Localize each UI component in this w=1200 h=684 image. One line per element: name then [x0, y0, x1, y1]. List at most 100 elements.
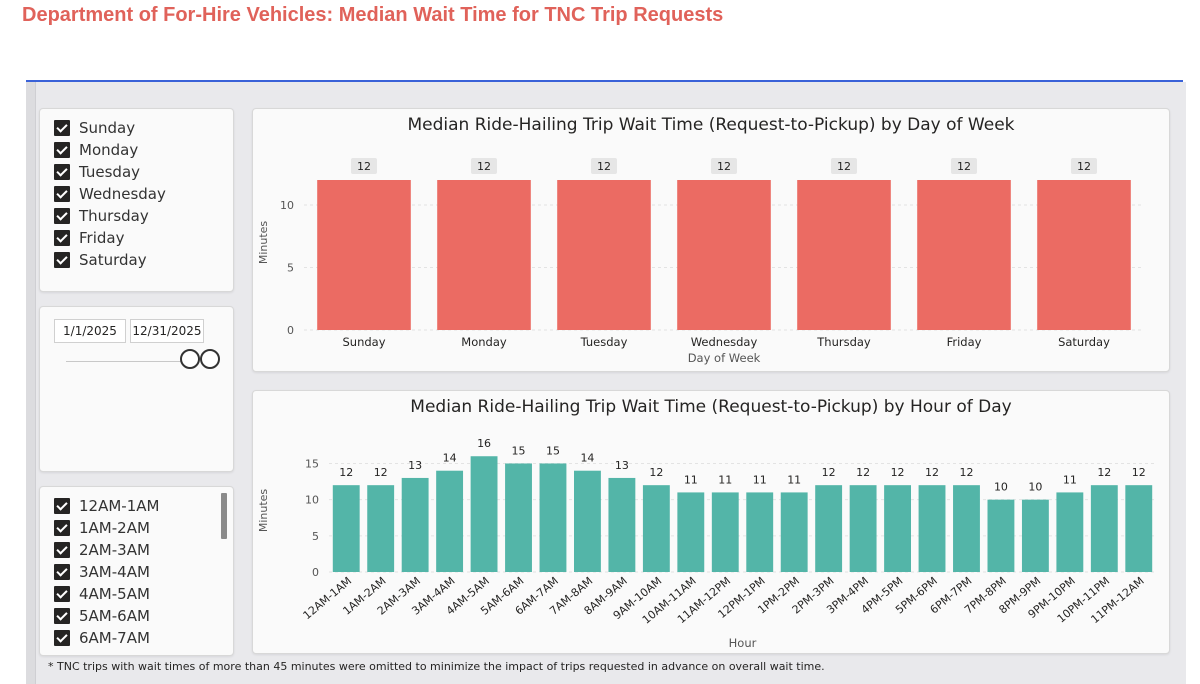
- x-tick-label: Saturday: [1058, 335, 1110, 349]
- date-slider-end-handle[interactable]: [200, 349, 220, 369]
- data-label: 12: [957, 160, 971, 173]
- bar[interactable]: [917, 180, 1011, 330]
- bar[interactable]: [557, 180, 651, 330]
- bar[interactable]: [711, 492, 739, 572]
- y-axis-title: Minutes: [257, 221, 270, 265]
- data-label-background: [351, 158, 377, 174]
- day-slicer-option-label: Thursday: [79, 207, 149, 225]
- data-label-background: [471, 158, 497, 174]
- bar[interactable]: [608, 477, 636, 572]
- bar[interactable]: [987, 499, 1015, 572]
- header-divider: [26, 80, 1183, 82]
- checkbox-checked-icon[interactable]: [54, 542, 70, 558]
- hour-slicer-scrollbar[interactable]: [221, 493, 227, 539]
- checkbox-checked-icon[interactable]: [54, 498, 70, 514]
- checkbox-checked-icon[interactable]: [54, 230, 70, 246]
- data-label-background: [951, 158, 977, 174]
- checkbox-checked-icon[interactable]: [54, 630, 70, 646]
- day-slicer-option[interactable]: Saturday: [54, 249, 166, 271]
- bar[interactable]: [677, 492, 705, 572]
- bar[interactable]: [437, 180, 531, 330]
- checkbox-checked-icon[interactable]: [54, 252, 70, 268]
- bar[interactable]: [367, 485, 395, 572]
- bar[interactable]: [539, 463, 567, 572]
- checkbox-checked-icon[interactable]: [54, 186, 70, 202]
- date-slider-track[interactable]: [66, 361, 198, 362]
- date-slider-start-handle[interactable]: [180, 349, 200, 369]
- data-label: 15: [512, 444, 526, 457]
- data-label: 16: [477, 437, 491, 450]
- checkbox-checked-icon[interactable]: [54, 208, 70, 224]
- data-label: 12: [1097, 466, 1111, 479]
- bar[interactable]: [573, 470, 601, 572]
- y-tick-label: 0: [287, 324, 294, 337]
- bar[interactable]: [918, 485, 946, 572]
- bar[interactable]: [746, 492, 774, 572]
- day-slicer-option[interactable]: Sunday: [54, 117, 166, 139]
- checkbox-checked-icon[interactable]: [54, 520, 70, 536]
- hour-list: 12AM-1AM 1AM-2AM 2AM-3AM 3AM-4AM 4AM-5AM 5AM-…: [54, 495, 159, 649]
- day-slicer-option[interactable]: Monday: [54, 139, 166, 161]
- data-label: 14: [443, 452, 457, 465]
- hour-slicer-option-label: 6AM-7AM: [79, 629, 150, 647]
- bar[interactable]: [401, 477, 429, 572]
- day-slicer-option[interactable]: Wednesday: [54, 183, 166, 205]
- data-label: 12: [477, 160, 491, 173]
- hour-slicer-option[interactable]: 3AM-4AM: [54, 561, 159, 583]
- y-axis-title: Minutes: [257, 489, 270, 533]
- checkbox-checked-icon[interactable]: [54, 120, 70, 136]
- bar[interactable]: [1037, 180, 1131, 330]
- bar[interactable]: [797, 180, 891, 330]
- hour-of-day-chart: 051015Minutes1212AM-1AM121AM-2AM132AM-3A…: [257, 437, 1156, 650]
- day-slicer-option[interactable]: Tuesday: [54, 161, 166, 183]
- day-slicer-option-label: Sunday: [79, 119, 136, 137]
- x-tick-label: Friday: [947, 335, 982, 349]
- data-label: 12: [597, 160, 611, 173]
- end-date-input[interactable]: 12/31/2025: [130, 319, 204, 343]
- checkbox-checked-icon[interactable]: [54, 586, 70, 602]
- hour-slicer-option-label: 5AM-6AM: [79, 607, 150, 625]
- page-title: Department of For-Hire Vehicles: Median …: [22, 4, 724, 26]
- bar[interactable]: [884, 485, 912, 572]
- bar[interactable]: [849, 485, 877, 572]
- bar[interactable]: [1056, 492, 1084, 572]
- bar[interactable]: [332, 485, 360, 572]
- bar[interactable]: [436, 470, 464, 572]
- checkbox-checked-icon[interactable]: [54, 608, 70, 624]
- checkbox-checked-icon[interactable]: [54, 142, 70, 158]
- hour-slicer-option[interactable]: 2AM-3AM: [54, 539, 159, 561]
- hour-slicer-option[interactable]: 12AM-1AM: [54, 495, 159, 517]
- hour-slicer-option[interactable]: 6AM-7AM: [54, 627, 159, 649]
- hour-slicer-option[interactable]: 1AM-2AM: [54, 517, 159, 539]
- day-of-week-list: Sunday Monday Tuesday Wednesday Thursday Frid…: [54, 117, 166, 271]
- checkbox-checked-icon[interactable]: [54, 164, 70, 180]
- y-tick-label: 5: [287, 262, 294, 275]
- bar[interactable]: [317, 180, 411, 330]
- bar[interactable]: [815, 485, 843, 572]
- bar[interactable]: [780, 492, 808, 572]
- day-slicer-option-label: Saturday: [79, 251, 147, 269]
- bar[interactable]: [1021, 499, 1049, 572]
- bar[interactable]: [1125, 485, 1153, 572]
- hour-slicer-option[interactable]: 4AM-5AM: [54, 583, 159, 605]
- x-tick-label: Sunday: [342, 335, 385, 349]
- bar[interactable]: [953, 485, 980, 572]
- y-tick-label: 5: [312, 530, 319, 543]
- bar[interactable]: [677, 180, 771, 330]
- data-label: 11: [753, 473, 767, 486]
- data-label-background: [831, 158, 857, 174]
- bar[interactable]: [642, 485, 670, 572]
- bar[interactable]: [1090, 485, 1118, 572]
- start-date-input[interactable]: 1/1/2025: [54, 319, 126, 343]
- bar[interactable]: [470, 456, 498, 572]
- hour-slicer-option[interactable]: 5AM-6AM: [54, 605, 159, 627]
- day-slicer-option[interactable]: Friday: [54, 227, 166, 249]
- day-slicer-option[interactable]: Thursday: [54, 205, 166, 227]
- checkbox-checked-icon[interactable]: [54, 564, 70, 580]
- day-slicer-option-label: Friday: [79, 229, 125, 247]
- data-label: 12: [374, 466, 388, 479]
- data-label: 10: [1028, 481, 1042, 494]
- bar[interactable]: [505, 463, 532, 572]
- data-label-background: [711, 158, 737, 174]
- data-label: 12: [891, 466, 905, 479]
